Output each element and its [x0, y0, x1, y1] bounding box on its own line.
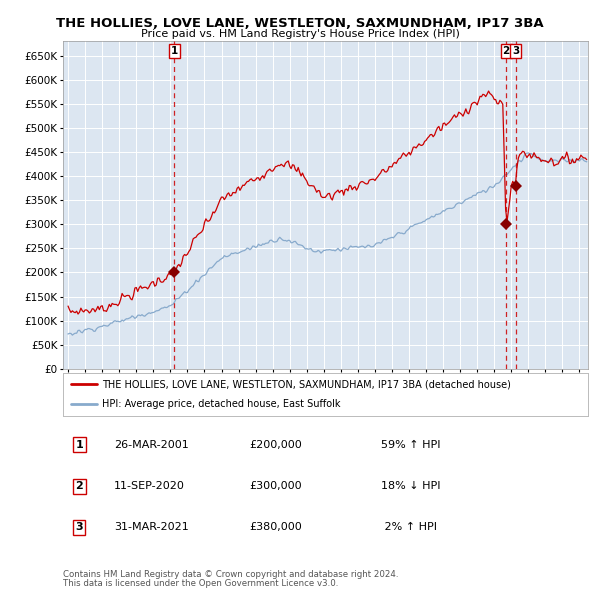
Text: HPI: Average price, detached house, East Suffolk: HPI: Average price, detached house, East…: [103, 399, 341, 409]
Text: Contains HM Land Registry data © Crown copyright and database right 2024.: Contains HM Land Registry data © Crown c…: [63, 571, 398, 579]
Text: Price paid vs. HM Land Registry's House Price Index (HPI): Price paid vs. HM Land Registry's House …: [140, 29, 460, 39]
Text: 1: 1: [170, 46, 178, 56]
Text: 31-MAR-2021: 31-MAR-2021: [114, 523, 189, 532]
Text: 3: 3: [76, 523, 83, 532]
Text: 26-MAR-2001: 26-MAR-2001: [114, 440, 189, 450]
Text: THE HOLLIES, LOVE LANE, WESTLETON, SAXMUNDHAM, IP17 3BA: THE HOLLIES, LOVE LANE, WESTLETON, SAXMU…: [56, 17, 544, 30]
Text: 1: 1: [76, 440, 83, 450]
Text: 59% ↑ HPI: 59% ↑ HPI: [381, 440, 440, 450]
Text: 2: 2: [76, 481, 83, 491]
Text: This data is licensed under the Open Government Licence v3.0.: This data is licensed under the Open Gov…: [63, 579, 338, 588]
Text: THE HOLLIES, LOVE LANE, WESTLETON, SAXMUNDHAM, IP17 3BA (detached house): THE HOLLIES, LOVE LANE, WESTLETON, SAXMU…: [103, 379, 511, 389]
Text: 18% ↓ HPI: 18% ↓ HPI: [381, 481, 440, 491]
Text: 2% ↑ HPI: 2% ↑ HPI: [381, 523, 437, 532]
Text: 2: 2: [502, 46, 509, 56]
Text: £200,000: £200,000: [249, 440, 302, 450]
Text: £300,000: £300,000: [249, 481, 302, 491]
Text: 11-SEP-2020: 11-SEP-2020: [114, 481, 185, 491]
Text: 3: 3: [512, 46, 519, 56]
Text: £380,000: £380,000: [249, 523, 302, 532]
